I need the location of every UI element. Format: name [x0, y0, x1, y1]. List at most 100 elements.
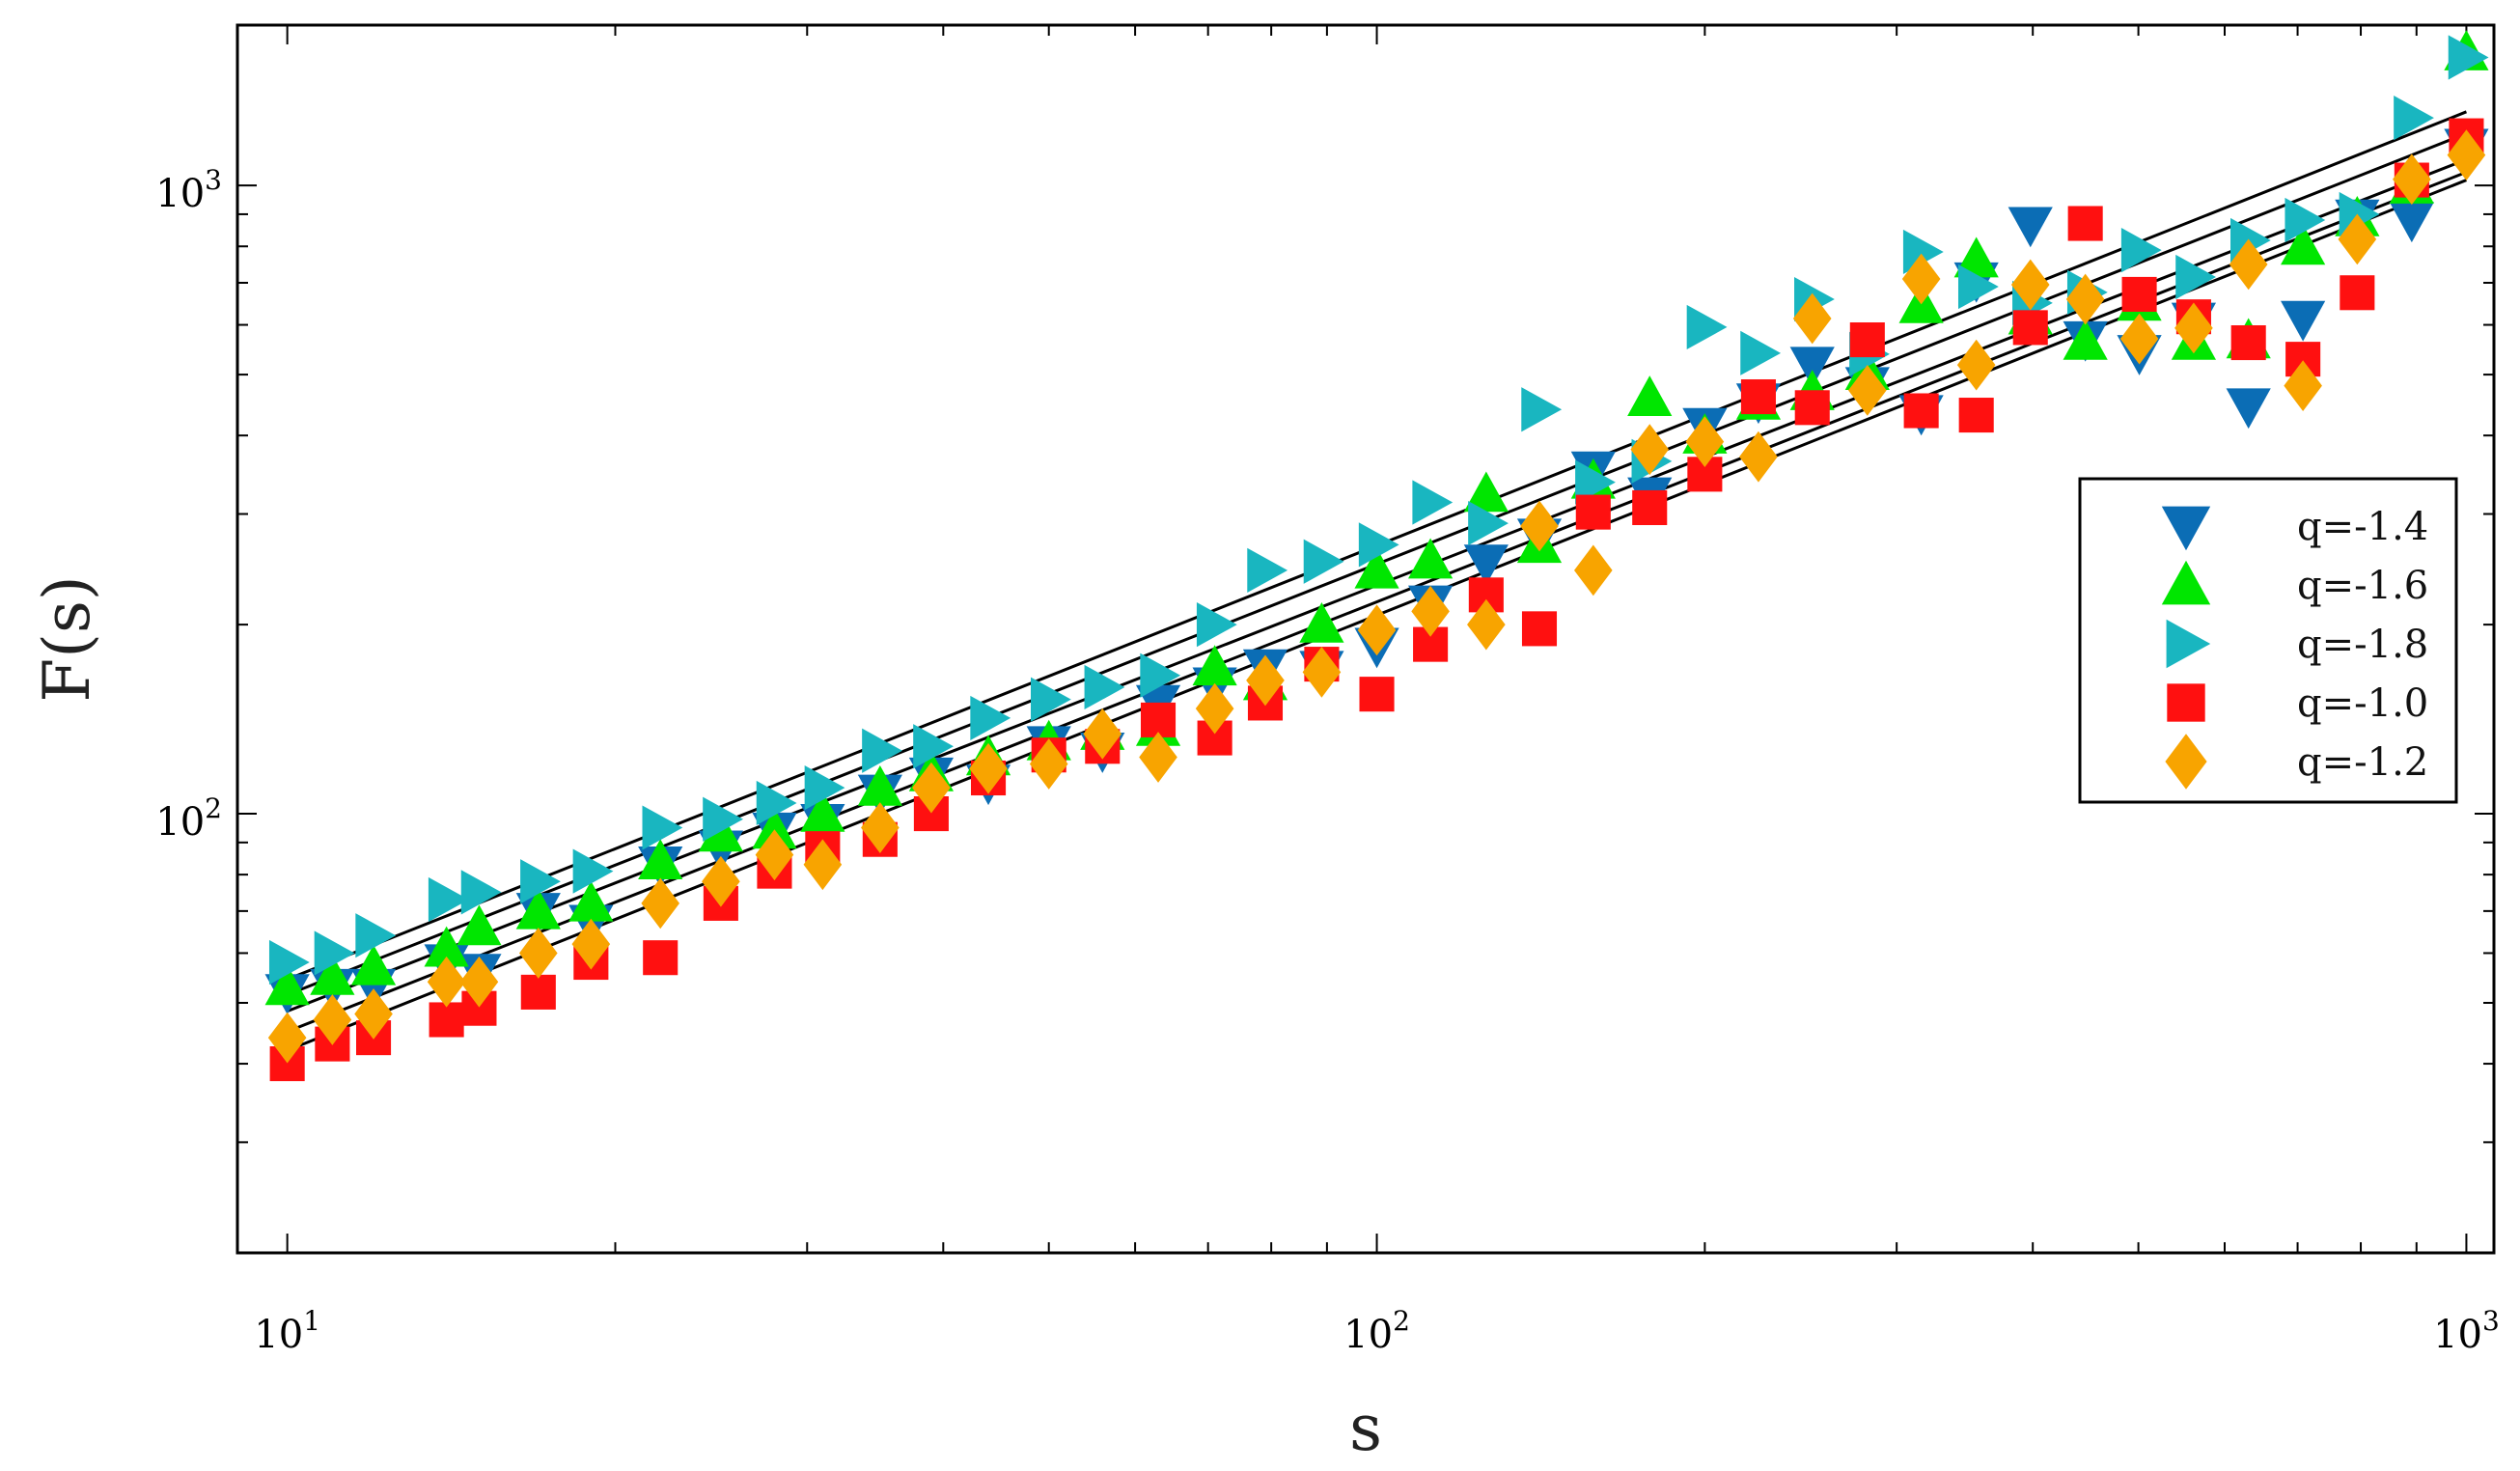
data-point: [1903, 393, 1939, 429]
data-point: [1412, 480, 1454, 525]
data-point: [457, 904, 502, 946]
legend-box: [2078, 477, 2458, 804]
data-point: [1463, 544, 1509, 586]
data-point: [1739, 430, 1778, 483]
data-point: [268, 939, 310, 985]
data-point: [1408, 538, 1454, 579]
data-point: [1794, 390, 1830, 426]
data-point: [1953, 236, 1999, 278]
data-point: [459, 956, 499, 1008]
x-tick-label: 103: [2433, 1305, 2500, 1357]
data-point: [702, 855, 740, 907]
data-point: [1467, 598, 1506, 651]
data-point: [1521, 611, 1558, 647]
data-point: [2065, 273, 2105, 325]
data-point: [1083, 708, 1122, 760]
legend-marker: [2161, 506, 2211, 551]
data-point: [1303, 539, 1344, 584]
data-point: [1140, 702, 1177, 737]
y-axis-label: F(s): [30, 575, 104, 702]
data-point: [1902, 229, 1944, 275]
data-point: [1630, 424, 1670, 476]
data-point: [264, 964, 310, 1006]
data-point: [572, 848, 614, 894]
data-point: [2119, 313, 2159, 365]
data-point: [2447, 129, 2486, 181]
legend-label: q=-1.8: [2297, 623, 2428, 667]
data-point: [804, 765, 845, 811]
data-point: [1359, 677, 1395, 712]
data-point: [2393, 153, 2431, 206]
data-point: [2338, 213, 2377, 265]
data-point: [1196, 602, 1237, 648]
data-point: [1686, 304, 1728, 350]
data-point: [2389, 202, 2434, 243]
data-point: [2226, 388, 2271, 430]
data-point: [2175, 254, 2217, 300]
data-point: [314, 930, 355, 976]
data-point: [1140, 652, 1181, 698]
data-point: [1247, 547, 1288, 593]
data-point: [1958, 398, 1994, 433]
series-q=-1.2: [267, 129, 2486, 1064]
data-point: [1632, 489, 1668, 526]
data-point: [571, 918, 611, 970]
legend-marker: [2165, 734, 2207, 790]
legend-label: q=-1.6: [2297, 564, 2428, 608]
data-point: [1411, 585, 1450, 637]
data-point: [2121, 276, 2157, 312]
data-point: [1463, 471, 1509, 513]
y-tick-label: 103: [155, 164, 222, 216]
x-tick-labels: 101 102 103: [254, 1305, 2500, 1357]
data-point: [2340, 275, 2375, 311]
data-point: [643, 940, 678, 976]
data-point: [1354, 547, 1399, 589]
data-point: [355, 913, 397, 958]
data-point: [520, 859, 561, 904]
data-point: [857, 765, 902, 806]
data-point: [2229, 238, 2268, 291]
y-tick-labels: 102 103: [155, 164, 222, 845]
data-point: [1574, 544, 1613, 597]
data-point: [1192, 645, 1237, 686]
data-point: [429, 1002, 464, 1038]
data-point: [2281, 224, 2326, 265]
axis-ticks: [237, 25, 2494, 1254]
data-point: [913, 724, 955, 769]
data-point: [1740, 330, 1782, 375]
data-point: [1685, 416, 1725, 468]
data-point: [1195, 682, 1234, 735]
legend-label: q=-1.2: [2297, 740, 2428, 785]
data-point: [1792, 292, 1832, 345]
data-point: [755, 829, 794, 881]
data-point: [1031, 677, 1071, 722]
legend-label: q=-1.0: [2297, 681, 2428, 726]
legend: q=-1.4 q=-1.6 q=-1.8 q=-1.0 q=-1.2: [2078, 477, 2458, 804]
data-point: [642, 805, 683, 850]
data-point: [800, 791, 845, 832]
data-point: [1848, 364, 1887, 416]
data-point: [1357, 604, 1397, 656]
data-point: [427, 956, 466, 1008]
data-point: [515, 888, 561, 930]
data-point: [2010, 259, 2050, 311]
data-point: [1520, 500, 1559, 552]
data-point: [568, 880, 614, 922]
data-point: [1901, 253, 1941, 305]
data-point: [641, 877, 680, 930]
data-point: [2174, 302, 2213, 354]
x-tick-label: 101: [254, 1305, 320, 1357]
data-point: [1358, 522, 1399, 568]
data-point: [2067, 206, 2103, 241]
data-point: [2008, 207, 2053, 248]
data-point: [2120, 228, 2162, 273]
fit-line: [287, 170, 2467, 1034]
legend-marker: [2161, 560, 2211, 605]
data-point: [2230, 325, 2266, 361]
data-point: [1029, 738, 1068, 790]
data-point: [803, 839, 843, 891]
data-point: [703, 796, 743, 842]
data-point: [354, 988, 393, 1040]
data-point: [1139, 732, 1177, 783]
